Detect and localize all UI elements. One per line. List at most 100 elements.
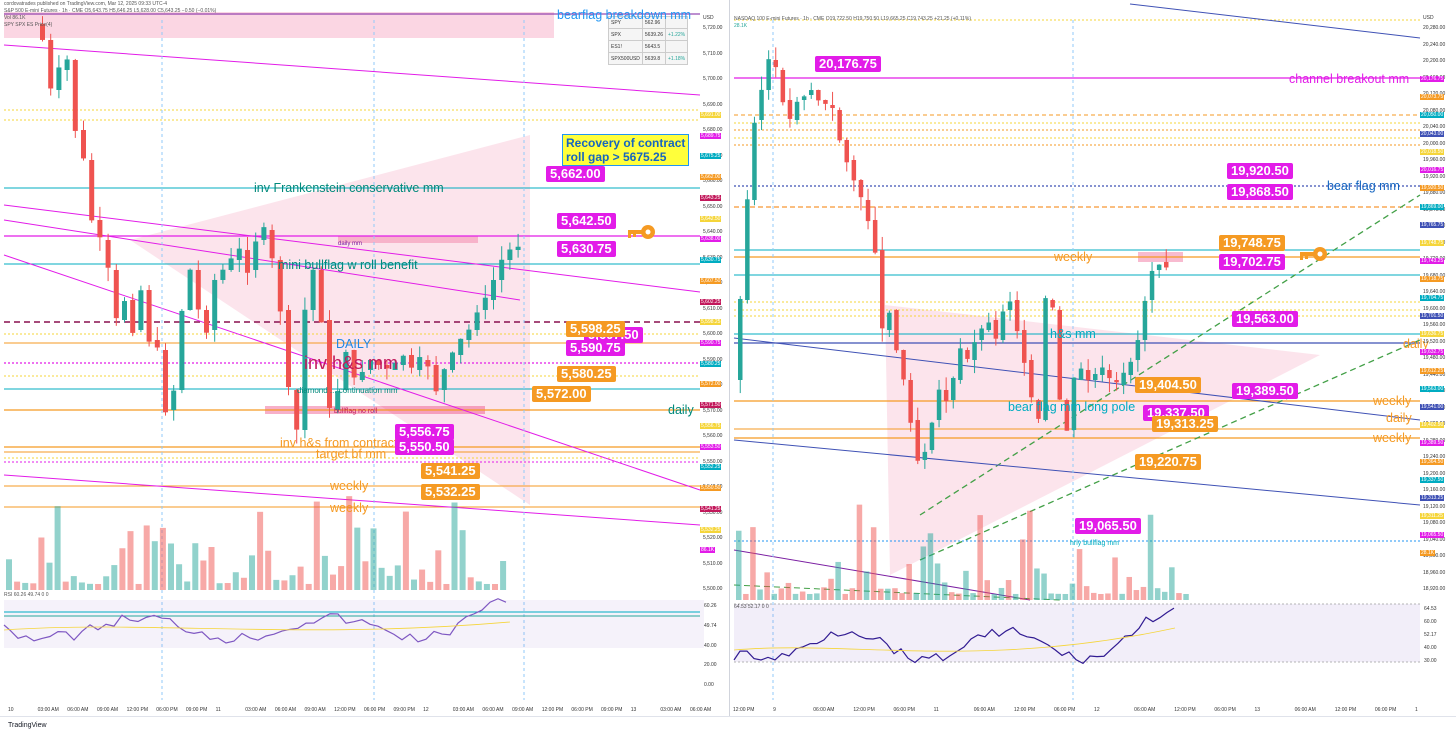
annotation-weekly-2: weekly	[1373, 394, 1412, 408]
volume-bar	[30, 583, 37, 590]
price-axis-label: 20,040.00	[1423, 124, 1446, 130]
volume-bar	[330, 574, 336, 590]
volume-bar	[1048, 593, 1054, 600]
annotation-daily-upper: DAILY	[336, 337, 372, 351]
time-axis-label: 09:00 PM	[393, 707, 415, 713]
candle-body	[951, 377, 956, 400]
candle-body	[1071, 377, 1077, 430]
candle-body	[400, 355, 406, 365]
candle-body	[138, 290, 144, 330]
candle-body	[154, 340, 160, 348]
volume-bar	[95, 583, 102, 590]
time-axis-label: 12	[1094, 707, 1100, 713]
candle-body	[515, 246, 521, 250]
price-tag: 19,704.75	[1420, 294, 1445, 301]
candle-body	[48, 40, 54, 89]
volume-bar	[1112, 557, 1118, 600]
candle-body	[1022, 330, 1027, 363]
volume-bar	[305, 583, 312, 590]
time-axis-label: 03:00 AM	[37, 707, 59, 713]
bullflag-channel	[919, 194, 1421, 516]
candle-body	[351, 350, 357, 378]
time-axis-label: 06:00 AM	[1134, 707, 1156, 713]
volume-bar	[14, 581, 21, 590]
price-tag: 5,532.25	[700, 526, 722, 533]
candle-body	[816, 90, 821, 101]
price-axis-label: 18,920.00	[1423, 586, 1446, 592]
nasdaq-chart-canvas[interactable]	[730, 0, 1456, 716]
volume-bar	[70, 576, 77, 590]
candle-body	[482, 297, 488, 310]
annotation-weekly-top: weekly	[1054, 250, 1093, 264]
annotation-bullflag-no-roll: bullflag no roll	[334, 408, 378, 415]
time-axis-label: 06:00 AM	[973, 707, 995, 713]
price-axis-label: 19,000.00	[1423, 553, 1446, 559]
candle-body	[286, 310, 291, 388]
volume-bar	[370, 528, 377, 590]
price-axis-label: 5,700.00	[703, 76, 723, 82]
volume-bar	[78, 582, 85, 590]
table-cell: 5643.5	[641, 40, 666, 53]
rsi-axis-label: 49.74	[704, 622, 717, 629]
table-cell	[664, 40, 689, 53]
price-tag: 5,580.25	[700, 360, 722, 367]
price-box-19065: 19,065.50	[1075, 518, 1141, 534]
volume-bar	[941, 582, 948, 600]
candle-body	[1149, 270, 1155, 300]
time-axis-label: 03:00 AM	[660, 707, 682, 713]
time-axis-label: 09:00 PM	[601, 707, 623, 713]
candle-body	[794, 101, 800, 120]
time-axis-label: 06:00 PM	[1214, 707, 1236, 713]
volume-bar	[402, 511, 409, 590]
price-tag: 5,552.25	[700, 464, 722, 471]
time-axis-label: 12:00 PM	[1334, 707, 1357, 713]
candle-body	[376, 360, 382, 365]
price-axis-label: 5,570.00	[703, 407, 723, 414]
volume-bar	[913, 593, 919, 600]
price-axis-label: 19,120.00	[1423, 503, 1446, 510]
volume-bar	[143, 525, 150, 590]
candle-body	[766, 59, 771, 90]
volume-bar	[878, 588, 884, 600]
price-axis-label: 20,080.00	[1423, 107, 1446, 114]
volume-bar	[411, 579, 417, 590]
annotation-daily-1: daily	[1403, 337, 1429, 351]
channel-line	[3, 204, 701, 293]
time-axis-label: 09:00 PM	[185, 707, 208, 713]
volume-bar	[885, 588, 891, 600]
rsi-axis-label: 52.17	[1424, 632, 1437, 638]
price-axis-label: 18,960.00	[1423, 569, 1446, 576]
candle-body	[773, 60, 778, 68]
price-tag: 86.1K	[700, 547, 716, 554]
sp500-chart-panel[interactable]: cordovatrades published on TradingView.c…	[0, 0, 730, 716]
volume-bar	[764, 572, 770, 600]
time-axis-label: 12:00 PM	[541, 707, 564, 713]
volume-bar	[346, 496, 353, 590]
volume-bar	[451, 502, 458, 590]
annotation-daily-2: daily	[1386, 411, 1412, 425]
volume-bar	[22, 582, 29, 590]
nasdaq-chart-panel[interactable]: NASDAQ 100 E-mini Futures · 1h · CME O19…	[730, 0, 1456, 716]
price-tag: 19,636.75	[1420, 331, 1445, 338]
volume-bar	[1076, 549, 1083, 600]
price-tag: 19,612.25	[1420, 367, 1445, 374]
volume-bar	[6, 559, 12, 590]
price-axis-label: 5,680.00	[703, 127, 723, 133]
candle-body	[245, 250, 250, 273]
candle-body	[409, 355, 414, 368]
volume-bar	[87, 583, 93, 590]
time-axis-label: 06:00 PM	[571, 707, 593, 713]
annotation-daily-mm: daily mm	[338, 241, 363, 247]
time-axis-label: 03:00 AM	[245, 707, 267, 713]
volume-bar	[232, 572, 239, 590]
price-axis-label: 20,120.00	[1423, 91, 1445, 97]
volume-bar	[1154, 588, 1161, 600]
price-axis-label: USD	[703, 15, 714, 21]
price-tag: 19,748.75	[1420, 240, 1445, 246]
volume-bar	[949, 592, 955, 600]
price-axis-label: 19,520.00	[1423, 338, 1446, 345]
price-tag: 5,571.50	[700, 402, 722, 409]
candle-body	[466, 329, 472, 340]
price-box-5541: 5,541.25	[421, 463, 480, 479]
candle-body	[1100, 367, 1105, 375]
